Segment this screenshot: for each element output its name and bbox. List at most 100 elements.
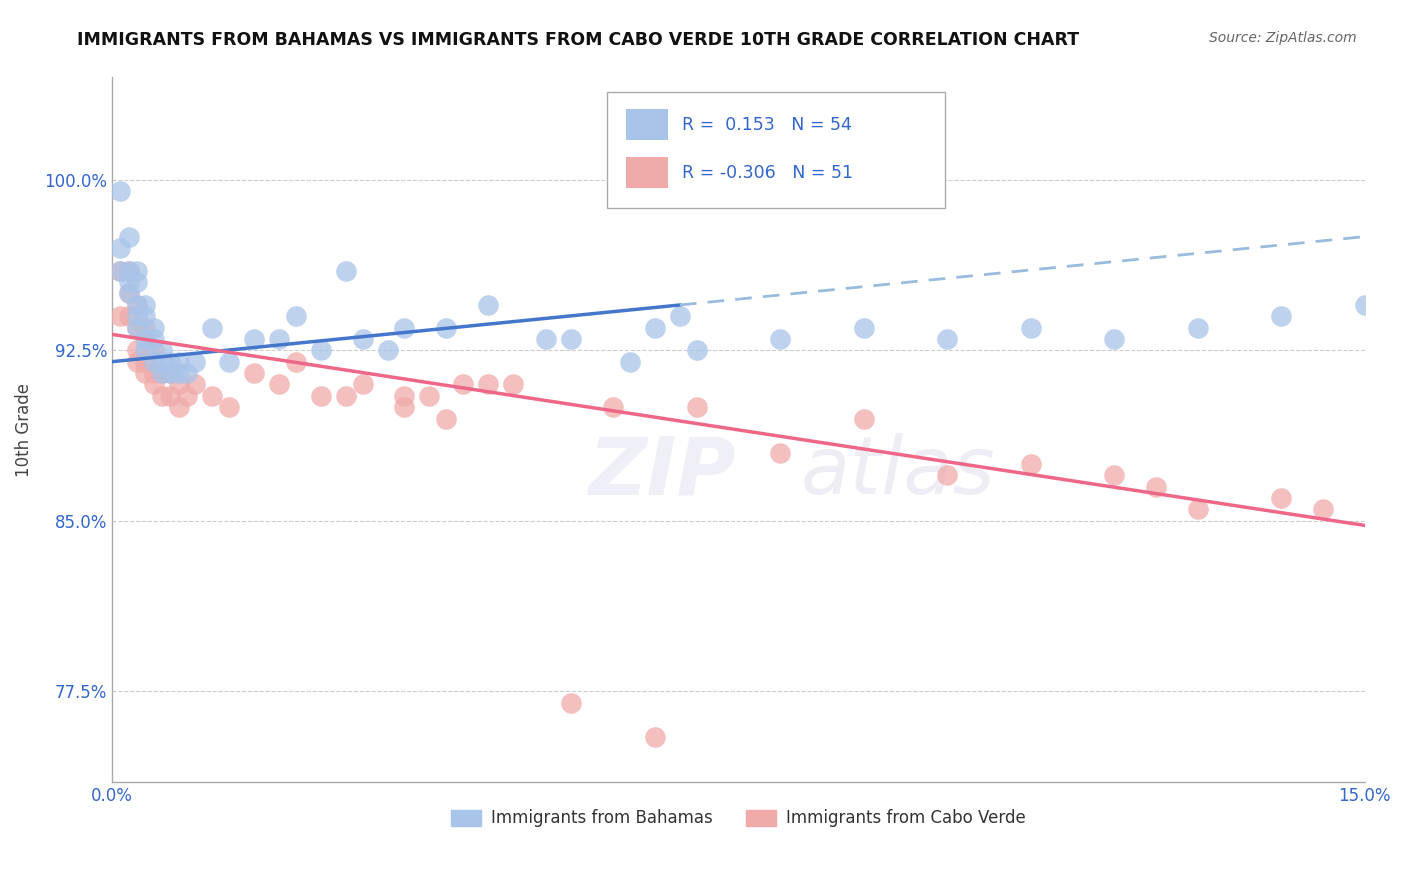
Point xyxy=(309,389,332,403)
Point xyxy=(176,366,198,380)
Point xyxy=(560,332,582,346)
Point xyxy=(536,332,558,346)
Point xyxy=(110,264,132,278)
Point xyxy=(142,366,165,380)
Point xyxy=(243,366,266,380)
Point xyxy=(1019,320,1042,334)
Point xyxy=(118,264,141,278)
Point xyxy=(477,377,499,392)
Point xyxy=(150,366,173,380)
Point xyxy=(1102,332,1125,346)
Text: atlas: atlas xyxy=(801,434,995,511)
Point xyxy=(418,389,440,403)
Point xyxy=(184,377,207,392)
Point xyxy=(685,400,707,414)
Point xyxy=(201,320,224,334)
Point xyxy=(176,389,198,403)
Point xyxy=(125,298,148,312)
Point xyxy=(134,354,156,368)
Point xyxy=(125,309,148,323)
Point xyxy=(451,377,474,392)
Point xyxy=(267,377,290,392)
Point xyxy=(134,343,156,358)
Point xyxy=(936,332,959,346)
Point xyxy=(936,468,959,483)
Text: R =  0.153   N = 54: R = 0.153 N = 54 xyxy=(682,116,852,134)
Point xyxy=(769,332,792,346)
Point xyxy=(502,377,524,392)
Point xyxy=(118,286,141,301)
Point xyxy=(335,389,357,403)
Text: IMMIGRANTS FROM BAHAMAS VS IMMIGRANTS FROM CABO VERDE 10TH GRADE CORRELATION CHA: IMMIGRANTS FROM BAHAMAS VS IMMIGRANTS FR… xyxy=(77,31,1080,49)
Point xyxy=(284,309,307,323)
Point xyxy=(852,320,875,334)
Point xyxy=(142,332,165,346)
Point xyxy=(1019,457,1042,471)
Point xyxy=(134,298,156,312)
Point xyxy=(394,389,416,403)
Point xyxy=(685,343,707,358)
Point xyxy=(118,309,141,323)
Text: R = -0.306   N = 51: R = -0.306 N = 51 xyxy=(682,163,853,182)
Point xyxy=(284,354,307,368)
Point xyxy=(125,320,148,334)
Point xyxy=(125,343,148,358)
Point xyxy=(118,275,141,289)
Legend: Immigrants from Bahamas, Immigrants from Cabo Verde: Immigrants from Bahamas, Immigrants from… xyxy=(444,803,1032,834)
Point xyxy=(769,445,792,459)
Point xyxy=(267,332,290,346)
Point xyxy=(352,332,374,346)
Point xyxy=(619,354,641,368)
Point xyxy=(167,366,190,380)
Point xyxy=(394,320,416,334)
Point xyxy=(110,241,132,255)
Point xyxy=(142,377,165,392)
Point xyxy=(118,229,141,244)
Point xyxy=(218,354,240,368)
Point xyxy=(159,354,181,368)
Point xyxy=(669,309,692,323)
Point xyxy=(1187,320,1209,334)
Point xyxy=(218,400,240,414)
FancyBboxPatch shape xyxy=(626,157,668,188)
Point xyxy=(352,377,374,392)
Point xyxy=(159,366,181,380)
Point xyxy=(243,332,266,346)
Point xyxy=(118,286,141,301)
Point xyxy=(167,354,190,368)
Point xyxy=(110,309,132,323)
Point xyxy=(434,411,457,425)
Point xyxy=(852,411,875,425)
Point xyxy=(125,354,148,368)
Point xyxy=(1187,502,1209,516)
Text: ZIP: ZIP xyxy=(588,434,735,511)
Text: Source: ZipAtlas.com: Source: ZipAtlas.com xyxy=(1209,31,1357,45)
Point xyxy=(125,320,148,334)
Point xyxy=(150,366,173,380)
Point xyxy=(477,298,499,312)
Point xyxy=(125,275,148,289)
Point xyxy=(434,320,457,334)
Point xyxy=(134,320,156,334)
Point xyxy=(125,298,148,312)
Point xyxy=(602,400,624,414)
Point xyxy=(110,264,132,278)
Point xyxy=(335,264,357,278)
Point xyxy=(644,320,666,334)
Point xyxy=(159,389,181,403)
FancyBboxPatch shape xyxy=(626,109,668,140)
Point xyxy=(150,389,173,403)
Point xyxy=(1144,480,1167,494)
Point xyxy=(134,366,156,380)
Point xyxy=(134,332,156,346)
Point xyxy=(118,264,141,278)
Point xyxy=(309,343,332,358)
Point xyxy=(110,184,132,198)
FancyBboxPatch shape xyxy=(607,92,945,208)
Point xyxy=(394,400,416,414)
Point xyxy=(644,730,666,744)
Point xyxy=(150,343,173,358)
Point xyxy=(142,354,165,368)
Point xyxy=(142,320,165,334)
Point xyxy=(1270,309,1292,323)
